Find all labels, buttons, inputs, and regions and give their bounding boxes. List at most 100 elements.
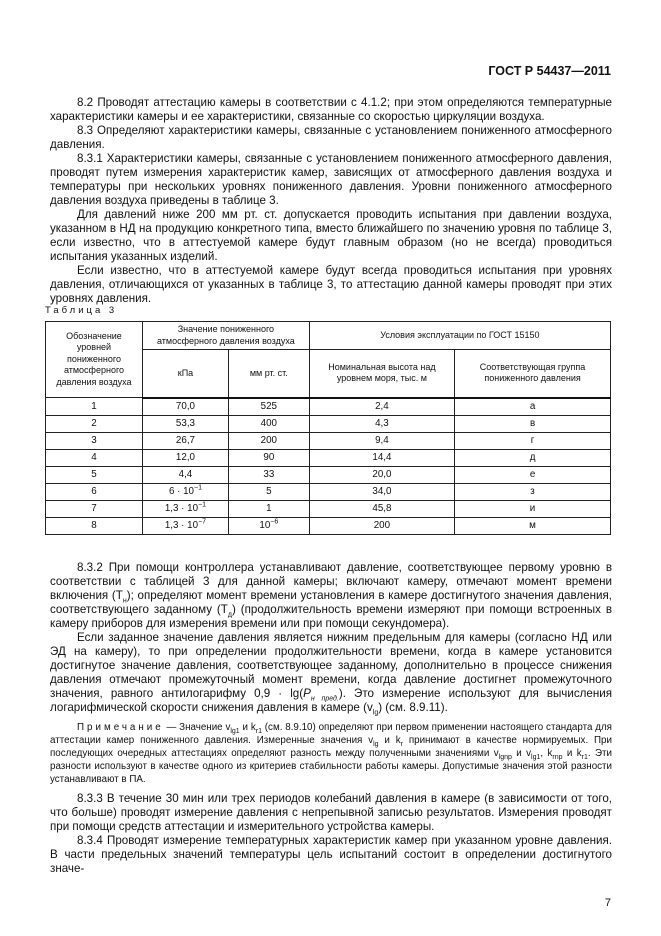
text-run: 34,0	[372, 485, 392, 497]
paragraph: 8.3 Определяют характеристики камеры, св…	[50, 124, 612, 152]
text-run: и k	[239, 722, 256, 733]
text-run: 4,3	[375, 417, 389, 429]
text-run: и	[529, 502, 536, 514]
text-run: з	[530, 485, 535, 497]
text-run: д	[529, 451, 536, 463]
col-header-mmhg: мм рт. ст.	[227, 349, 310, 399]
text-run: −7	[198, 518, 207, 526]
table-row: 6 6 · 10−1 5 34,0 з	[45, 482, 611, 501]
text-run: 400	[260, 417, 278, 429]
text-run: 8.3.1 Характеристики камеры, связанные с…	[50, 152, 612, 207]
paragraph: 8.3.1 Характеристики камеры, связанные с…	[50, 152, 612, 208]
paragraph: Если известно, что в аттестуемой камере …	[50, 264, 612, 306]
text-run: д	[227, 611, 232, 619]
table-row: 3 26,7 200 9,4 г	[45, 431, 611, 450]
text-run: r1	[581, 753, 588, 761]
table-cell: 33	[227, 465, 310, 484]
table-cell: 400	[227, 414, 310, 433]
text-run: 1	[266, 502, 272, 514]
text-run: а	[529, 400, 536, 412]
standard-header: ГОСТ Р 54437—2011	[488, 64, 611, 78]
text-run: 1,3 · 10	[164, 519, 199, 531]
text-run: м	[529, 519, 536, 531]
text-run: −6	[270, 518, 279, 526]
text-run: 1	[91, 400, 97, 412]
text-run: 8.2 Проводят аттестацию камеры в соответ…	[50, 96, 612, 123]
text-run: 9,4	[375, 434, 389, 446]
table-cell: 4	[45, 448, 143, 467]
table-cell: в	[454, 414, 611, 433]
text-run: в	[529, 417, 536, 429]
table-cell: 5	[45, 465, 143, 484]
table-cell: е	[454, 465, 611, 484]
text-run: ) (см. 8.9.11).	[378, 701, 448, 714]
paragraph: Для давлений ниже 200 мм рт. ст. допуска…	[50, 208, 612, 264]
text-run: lg	[373, 740, 379, 748]
note: Примечание — Значение vlg1 и kr1 (см. 8.…	[50, 721, 612, 786]
text-run: е	[529, 468, 536, 480]
table-cell: 45,8	[308, 499, 456, 518]
col-header-kpa: кПа	[142, 349, 229, 399]
text-run: 70,0	[175, 400, 195, 412]
text-run: 53,3	[175, 417, 195, 429]
text-run: и k	[562, 748, 582, 759]
text-run: 20,0	[372, 468, 392, 480]
paragraph: 8.3.2 При помощи контроллера устанавлива…	[50, 561, 612, 631]
table-cell: з	[454, 482, 611, 501]
table-row: 7 1,3 · 10−1 1 45,8 и	[45, 499, 611, 518]
table-row: 1 70,0 525 2,4 а	[45, 397, 611, 416]
text-run: и v	[511, 748, 532, 759]
table-cell: 1,3 · 10−1	[142, 499, 229, 518]
col-header-altitude: Номинальная высота над уровнем моря, тыс…	[308, 349, 456, 399]
paragraph: 8.2 Проводят аттестацию камеры в соответ…	[50, 96, 612, 124]
pressure-levels-table: Обозначение уровней пониженного атмосфер…	[45, 321, 612, 535]
table-cell: а	[454, 397, 611, 416]
table-cell: 1	[45, 397, 143, 416]
table-cell: 1,3 · 10−7	[142, 516, 229, 535]
text-run: ); определяют момент времени установлени…	[50, 589, 612, 616]
text-run: 4	[91, 451, 97, 463]
text-run: r	[400, 740, 403, 748]
text-run: (см. 8.9.10) определяют при первом приме…	[50, 722, 612, 746]
table-cell: 2	[45, 414, 143, 433]
table-cell: 9,4	[308, 431, 456, 450]
text-block-bottom: 8.3.2 При помощи контроллера устанавлива…	[50, 561, 612, 876]
text-run: н	[122, 597, 127, 605]
text-run: 7	[91, 502, 97, 514]
text-run: 33	[263, 468, 275, 480]
text-run: lg1	[230, 727, 240, 735]
table-cell: 70,0	[142, 397, 229, 416]
text-run: lg	[372, 709, 379, 717]
table-cell: 14,4	[308, 448, 456, 467]
text-run: 3	[91, 434, 97, 446]
text-run: 525	[260, 400, 278, 412]
text-run: 2	[91, 417, 97, 429]
text-run: 8.3.4 Проводят измерение температурных х…	[50, 834, 612, 875]
table-cell: 525	[227, 397, 310, 416]
paragraph: Если заданное значение давления является…	[50, 631, 612, 717]
table-cell: 8	[45, 516, 143, 535]
text-run: г	[530, 434, 535, 446]
table-cell: 3	[45, 431, 143, 450]
paragraph: 8.3.4 Проводят измерение температурных х…	[50, 834, 612, 876]
text-run: 90	[263, 451, 275, 463]
table-cell: 7	[45, 499, 143, 518]
text-run: 200	[260, 434, 278, 446]
paragraphs-8-3-2: 8.3.2 При помощи контроллера устанавлива…	[50, 561, 612, 717]
text-run: r1	[255, 727, 262, 735]
text-run: и k	[378, 735, 401, 746]
text-run: 6 · 10	[168, 485, 194, 497]
text-run: принимают в качестве нормируемых. При по…	[50, 735, 612, 759]
text-run: lg1	[531, 753, 541, 761]
text-run: н пред.	[310, 695, 339, 703]
text-run: 45,8	[372, 502, 392, 514]
table-cell: 200	[227, 431, 310, 450]
text-run: 1,3 · 10	[164, 502, 199, 514]
paragraphs-8-3-3: 8.3.3 В течение 30 мин или трех периодов…	[50, 792, 612, 876]
table-cell: 26,7	[142, 431, 229, 450]
table-cell: 90	[227, 448, 310, 467]
text-run: rnp	[552, 753, 563, 761]
text-run: lgnp	[498, 753, 512, 761]
text-run: 8.3.2 При помощи контроллера устанавлива…	[50, 561, 612, 602]
